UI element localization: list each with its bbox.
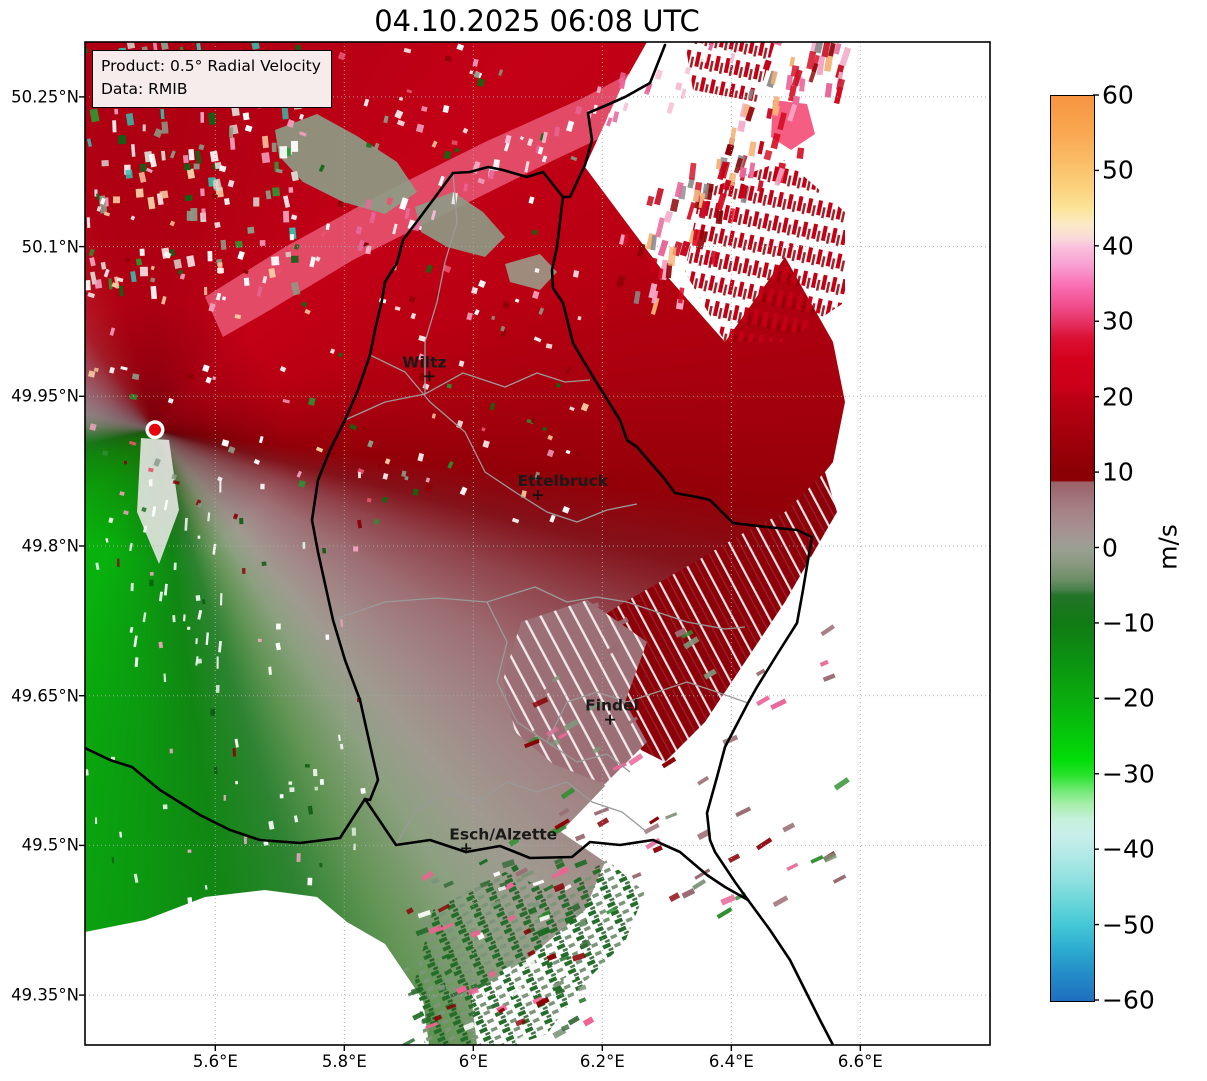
colorbar-tick-label: −50 <box>1102 910 1155 940</box>
colorbar-tick-label: −10 <box>1102 608 1155 638</box>
colorbar <box>1050 95 1095 1002</box>
colorbar-tick-label: 40 <box>1102 231 1134 261</box>
speckle-noise <box>85 42 852 1045</box>
colorbar-tick-label: 60 <box>1102 80 1134 110</box>
district-borders <box>332 172 749 846</box>
colorbar-tick-label: 30 <box>1102 306 1134 336</box>
x-tick-label: 5.8°E <box>321 1052 367 1071</box>
x-tick-label: 6.4°E <box>708 1052 754 1071</box>
country-borders <box>85 43 835 1045</box>
city-label: Ettelbruck <box>518 472 609 490</box>
city-label: Wiltz <box>402 353 446 371</box>
colorbar-tick-label: 50 <box>1102 155 1134 185</box>
x-tick-label: 6°E <box>458 1052 488 1071</box>
city-label: Esch/Alzette <box>449 825 557 843</box>
colorbar-tick-label: 10 <box>1102 457 1134 487</box>
axis-tick-marks <box>79 94 1099 1051</box>
city-label: Findel <box>585 697 639 715</box>
x-tick-label: 6.6°E <box>837 1052 883 1071</box>
colorbar-tick-label: 0 <box>1102 533 1118 562</box>
gridlines <box>85 42 990 1045</box>
y-tick-label: 49.35°N <box>11 985 79 1005</box>
y-tick-label: 49.5°N <box>21 835 79 855</box>
colorbar-tick-label: 20 <box>1102 382 1134 412</box>
y-tick-label: 49.65°N <box>11 686 79 706</box>
colorbar-unit-label: m/s <box>1153 524 1183 570</box>
plot-frame <box>84 41 991 1046</box>
radar-site-marker <box>145 420 165 440</box>
y-tick-label: 50.25°N <box>11 87 79 107</box>
x-tick-label: 5.6°E <box>192 1052 238 1071</box>
city-markers: Wiltz Ettelbruck Findel Esch/Alzette <box>402 353 639 854</box>
colorbar-tick-label: −30 <box>1102 759 1155 789</box>
y-tick-label: 49.95°N <box>11 386 79 406</box>
colorbar-tick-label: −60 <box>1102 985 1155 1015</box>
data-source-line: Data: RMIB <box>101 80 188 99</box>
y-tick-label: 50.1°N <box>21 237 79 257</box>
figure-title: 04.10.2025 06:08 UTC <box>374 4 700 38</box>
product-line: Product: 0.5° Radial Velocity <box>101 57 321 75</box>
x-tick-label: 6.2°E <box>579 1052 625 1071</box>
colorbar-tick-label: −40 <box>1102 834 1155 864</box>
product-info-box: Product: 0.5° Radial Velocity Data: RMIB <box>92 50 332 108</box>
colorbar-tick-label: −20 <box>1102 683 1155 713</box>
y-tick-label: 49.8°N <box>21 536 79 556</box>
